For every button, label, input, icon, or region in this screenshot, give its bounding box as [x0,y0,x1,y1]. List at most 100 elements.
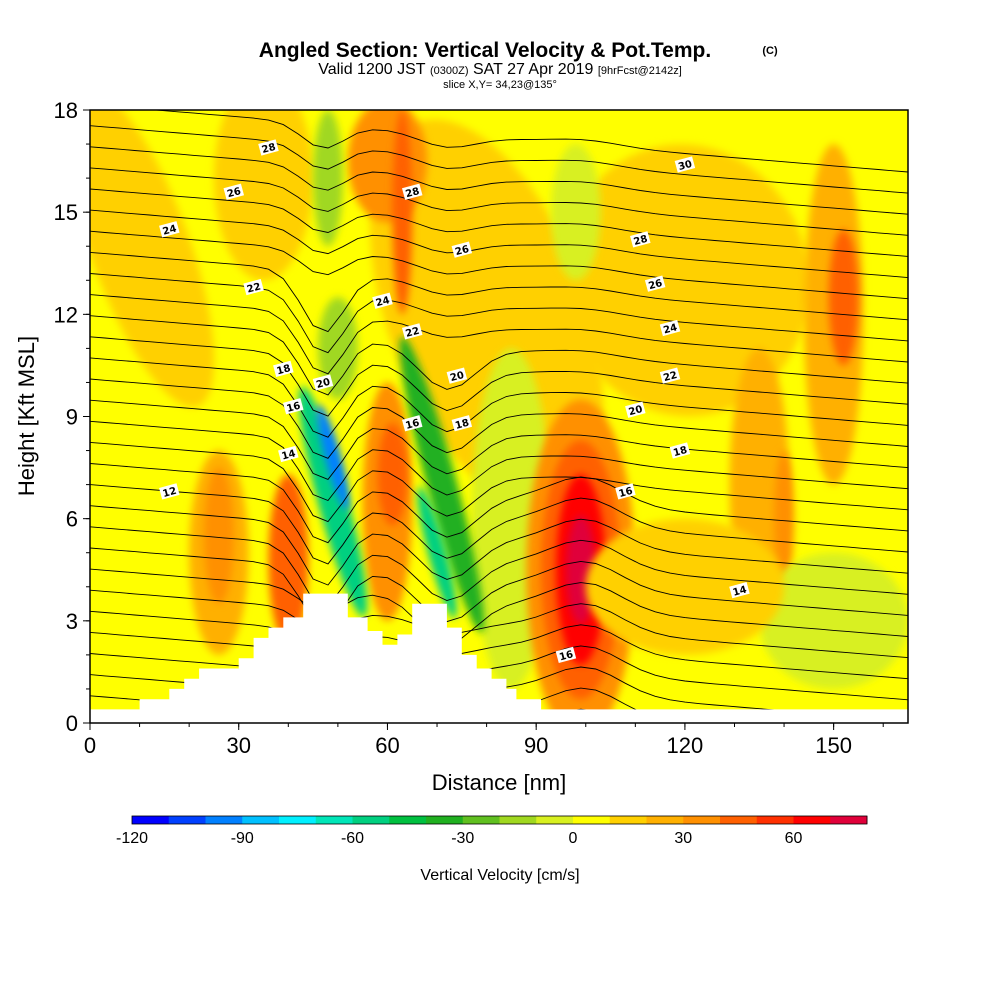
theta-contour-line [90,294,908,375]
svg-text:14: 14 [732,585,748,599]
theta-contour-line [90,547,908,628]
theta-contour-label: 22 [659,367,681,384]
svg-text:22: 22 [246,281,262,295]
theta-contour-label: 28 [401,183,423,200]
theta-contour-line [90,230,908,300]
colorbar-swatch [830,816,868,824]
colorbar-swatch [756,816,794,824]
theta-contour-label: 14 [278,445,299,463]
theta-contour-label: 26 [223,183,245,200]
theta-contour-line [90,610,908,680]
y-tick: 18 [54,98,90,123]
theta-contour-label: 16 [555,646,577,663]
svg-text:0: 0 [84,733,96,758]
theta-contour-label: 24 [159,221,180,238]
theta-contour-label: 24 [659,319,681,337]
x-tick: 30 [226,723,251,758]
svg-text:28: 28 [633,234,649,248]
svg-text:26: 26 [454,244,470,258]
y-axis-ticks: 0 3 6 9 12 15 18 [54,98,90,736]
svg-text:16: 16 [286,401,302,415]
colorbar-swatch [426,816,464,824]
colorbar-tick-label: -120 [116,830,148,847]
theta-contour-label: 22 [401,323,423,340]
colorbar-swatch [315,816,353,824]
theta-contour-line [90,484,908,565]
colorbar-swatch [720,816,758,824]
theta-contour-label: 12 [159,483,180,500]
x-tick: 120 [667,723,704,758]
colorbar-swatch [279,816,317,824]
svg-text:120: 120 [667,733,704,758]
colorbar-swatch [646,816,684,824]
theta-contour-line [90,315,908,396]
x-axis-label: Distance [nm] [432,770,567,795]
velocity-cell [313,110,343,247]
colorbar-frame [131,815,868,825]
svg-text:20: 20 [449,370,465,384]
x-tick: 0 [84,723,96,758]
theta-contour-line [90,209,908,279]
theta-contour-label: 16 [615,483,636,500]
terrain-profile [90,593,908,723]
x-tick: 150 [815,723,852,758]
theta-contour-line [90,463,908,544]
svg-text:18: 18 [672,445,688,459]
copyright-mark: (C) [762,45,778,57]
chart-subtitle-slice: slice X,Y= 34,23@135° [443,79,557,91]
colorbar-swatch [793,816,831,824]
svg-text:16: 16 [618,486,634,500]
theta-contour-line [90,589,908,659]
theta-contour-labels: 12 14 16 18 20 22 24 26 28 28 26 24 22 20 18 16 30 28 26 24… [159,139,750,663]
svg-text:0: 0 [66,711,78,736]
theta-contour-line [90,146,908,215]
velocity-cell [399,336,485,633]
theta-contour-line [90,251,908,333]
svg-text:150: 150 [815,733,852,758]
y-tick: 12 [54,302,90,327]
velocity-cell [347,110,428,223]
svg-text:18: 18 [454,418,470,432]
svg-text:15: 15 [54,200,78,225]
svg-text:6: 6 [66,507,78,532]
theta-contour-line [150,110,908,173]
velocity-cell [828,229,859,366]
velocity-cell [774,450,794,587]
velocity-cell [551,144,601,281]
theta-contour-label: 26 [644,275,666,292]
chart-title: Angled Section: Vertical Velocity & Pot.… [259,39,711,62]
theta-contour-line [90,526,908,607]
theta-contour-label: 24 [372,292,393,309]
theta-contour-label: 16 [283,398,304,415]
theta-contour-label: 28 [630,231,651,248]
colorbar-swatch [168,816,206,824]
theta-contour-label: 28 [258,139,279,156]
svg-text:20: 20 [628,404,644,418]
theta-contour-line [90,441,908,523]
svg-text:90: 90 [524,733,548,758]
colorbar-swatch [205,816,243,824]
y-tick: 15 [54,200,90,225]
colorbar-swatch [389,816,427,824]
colorbar-tick-label: 0 [569,830,578,847]
svg-text:14: 14 [281,448,297,462]
y-axis-label: Height [Kft MSL] [14,336,39,496]
theta-contour-label: 20 [446,367,468,384]
colorbar-label: Vertical Velocity [cm/s] [420,867,579,884]
colorbar-swatch [132,816,170,824]
colorbar-tick-label: -30 [451,830,474,847]
theta-contour-label: 22 [243,278,264,296]
theta-contour-line [90,420,908,502]
theta-contour-label: 18 [451,415,473,432]
x-tick: 90 [524,723,548,758]
theta-contour-line [90,357,908,438]
svg-text:26: 26 [226,186,242,200]
svg-text:22: 22 [662,370,678,384]
colorbar-tick-label: -90 [231,830,254,847]
colorbar-swatch [683,816,721,824]
theta-contour-line [90,273,908,354]
theta-contour-label: 14 [729,582,750,599]
theta-contour-line [90,631,908,701]
svg-text:24: 24 [375,295,391,309]
